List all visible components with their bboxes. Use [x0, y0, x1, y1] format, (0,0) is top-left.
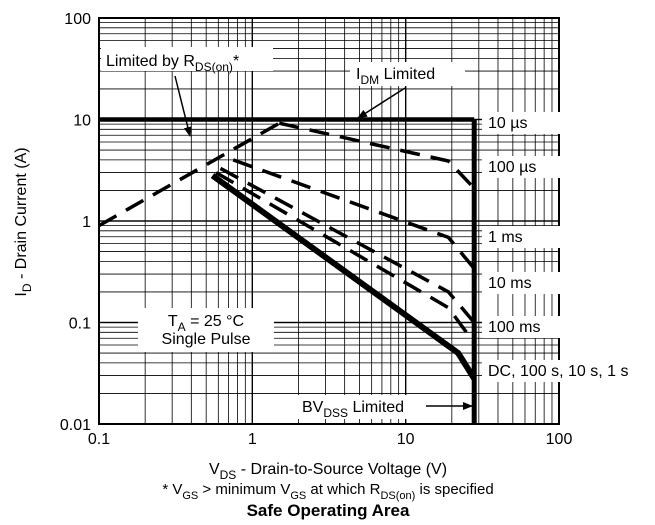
- bv-limit-annotation: BVDSS Limited: [296, 395, 473, 420]
- series-line-6: [98, 121, 281, 228]
- idm-annotation-post: Limited: [379, 66, 435, 83]
- curve-labels: 10 µs 100 µs 1 ms 10 ms 100 ms DC, 100 s…: [482, 112, 650, 382]
- rds-arrow: [174, 75, 192, 137]
- y-tick-label: 0.01: [60, 417, 91, 434]
- x-tick-label: 100: [546, 431, 573, 448]
- y-tick-label: 10: [73, 113, 91, 130]
- y-axis-label: ID - Drain Current (A): [13, 147, 34, 296]
- idm-arrow: [357, 87, 406, 119]
- series-line-2: [232, 158, 476, 270]
- ta-annotation-text: T: [168, 313, 178, 330]
- svg-text:TA = 25 °C: TA = 25 °C: [168, 313, 244, 334]
- curve-label-10ms: 10 ms: [488, 275, 532, 292]
- curve-label-10us: 10 µs: [488, 115, 527, 132]
- bv-annotation-post: Limited: [348, 399, 404, 416]
- svg-text:IDM Limited: IDM Limited: [356, 66, 435, 87]
- y-tick-label: 0.1: [69, 316, 91, 333]
- curve-label-100ms: 100 ms: [488, 319, 540, 336]
- curve-label-dc: DC, 100 s, 10 s, 1 s: [488, 363, 629, 380]
- ta-annotation-line2: Single Pulse: [162, 331, 251, 348]
- series-line-4: [215, 171, 476, 344]
- series-line-5: [210, 173, 477, 381]
- x-tick-label: 10: [397, 431, 415, 448]
- y-tick-label: 100: [64, 11, 91, 28]
- idm-annotation-text: I: [356, 66, 360, 83]
- rds-annotation-text: Limited by R: [106, 53, 195, 70]
- idm-annotation-sub: DM: [360, 73, 379, 87]
- ta-annotation: TA = 25 °C Single Pulse: [138, 308, 274, 352]
- x-tick-label: 1: [248, 431, 257, 448]
- x-axis-label: VDS - Drain-to-Source Voltage (V): [209, 461, 447, 482]
- curve-label-1ms: 1 ms: [488, 229, 523, 246]
- plot-frame: [98, 17, 560, 425]
- idm-limit-annotation: IDM Limited: [350, 62, 465, 119]
- series-group: [98, 117, 477, 424]
- x-tick-label: 0.1: [88, 431, 110, 448]
- bv-annotation-text: BV: [302, 399, 324, 416]
- bv-annotation-sub: DSS: [323, 406, 348, 420]
- series-line-3: [219, 166, 476, 324]
- rds-limit-annotation: Limited by RDS(on)*: [101, 47, 273, 137]
- series-line-1: [278, 121, 476, 190]
- rds-annotation-sub: DS(on): [195, 60, 233, 74]
- ta-annotation-post: = 25 °C: [186, 313, 244, 330]
- svg-text:BVDSS Limited: BVDSS Limited: [302, 399, 404, 420]
- y-tick-label: 1: [82, 214, 91, 231]
- footnote: * VGS > minimum VGS at which RDS(on) is …: [162, 481, 493, 502]
- curve-label-100us: 100 µs: [488, 159, 536, 176]
- rds-annotation-star: *: [233, 53, 239, 70]
- ta-annotation-sub: A: [178, 320, 186, 334]
- svg-text:Limited by RDS(on)*: Limited by RDS(on)*: [106, 53, 239, 74]
- chart-title: Safe Operating Area: [247, 501, 410, 520]
